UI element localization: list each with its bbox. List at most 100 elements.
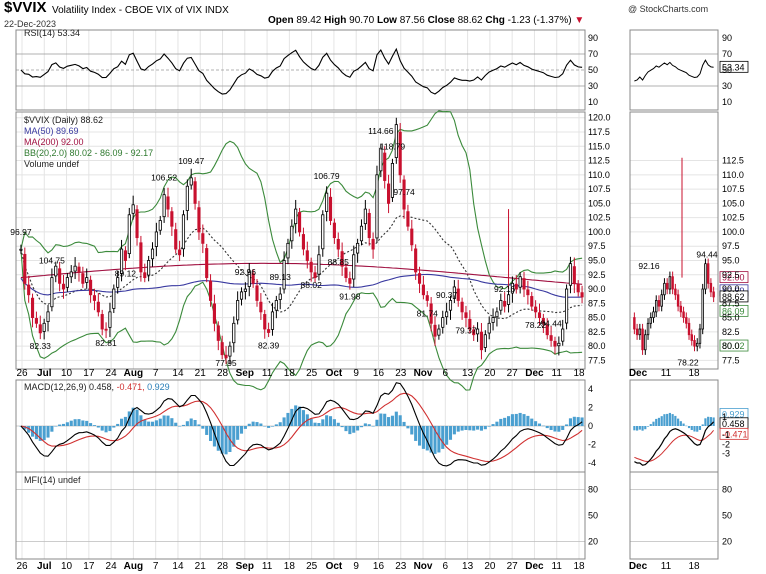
price-tag-box bbox=[719, 271, 749, 284]
x-tick-label: 25 bbox=[306, 368, 318, 379]
macd-hist-bar bbox=[491, 424, 495, 426]
rsi-tick-label: 50 bbox=[588, 65, 598, 75]
macd-hist-bar bbox=[429, 426, 433, 453]
zoom-x-tick-label: 11 bbox=[661, 368, 672, 379]
low-data-label: 88.02 bbox=[301, 280, 323, 290]
zoom-candle-body bbox=[646, 322, 650, 336]
macd-hist-bar bbox=[317, 422, 321, 426]
candle-body bbox=[236, 300, 240, 321]
candle-body bbox=[116, 277, 120, 288]
candle-body bbox=[154, 231, 158, 247]
x-tick-label: 9 bbox=[353, 368, 359, 379]
macd-hist-bar bbox=[96, 426, 100, 428]
zoom-x-tick-label: Dec bbox=[629, 368, 648, 379]
high-data-label: 106.79 bbox=[314, 171, 340, 181]
price-tick-label: 80.0 bbox=[588, 341, 606, 351]
macd-hist-bar bbox=[445, 426, 449, 445]
low-data-label: 77.95 bbox=[215, 358, 237, 368]
candle-body bbox=[425, 295, 429, 301]
macd-hist-bar bbox=[359, 426, 364, 428]
macd-tag-label: 0.929 bbox=[722, 409, 745, 419]
candle-body bbox=[371, 238, 375, 250]
x-tick-label: 14 bbox=[172, 368, 184, 379]
candle-body bbox=[452, 286, 456, 299]
candle-body bbox=[228, 345, 232, 357]
candle-body bbox=[69, 271, 73, 278]
candle-body bbox=[387, 183, 391, 204]
candle-body bbox=[483, 334, 487, 348]
zoom-price-tick-label: 80.0 bbox=[722, 341, 740, 351]
candle-body bbox=[212, 303, 216, 324]
candle-body bbox=[259, 301, 263, 313]
high-data-label: 92.16 bbox=[494, 284, 516, 294]
candle-body bbox=[189, 177, 193, 186]
macd-hist-bar bbox=[259, 423, 263, 426]
candle-body bbox=[580, 292, 584, 298]
x-tick-label-bottom: 16 bbox=[373, 561, 385, 572]
price-tick-label: 105.0 bbox=[588, 198, 611, 208]
zoom-candle-body bbox=[668, 276, 672, 290]
price-tick-label: 100.0 bbox=[588, 227, 611, 237]
macd-tick-label: 4 bbox=[588, 384, 593, 394]
macd-hist-bar bbox=[499, 418, 503, 426]
macd-hist-bar bbox=[503, 417, 507, 426]
candle-body bbox=[340, 251, 344, 267]
macd-signal-line bbox=[20, 392, 583, 463]
price-tick-label: 97.5 bbox=[588, 241, 606, 251]
candle-body bbox=[216, 325, 220, 341]
candle-body bbox=[383, 152, 387, 181]
low-data-label: 89.12 bbox=[115, 268, 137, 278]
macd-hist-bar bbox=[495, 421, 499, 426]
macd-hist-bar bbox=[193, 420, 197, 426]
zoom-x-tick-label-bottom: 11 bbox=[661, 561, 672, 572]
price-tick-label: 87.5 bbox=[588, 298, 606, 308]
macd-hist-bar bbox=[158, 418, 162, 426]
candle-body bbox=[112, 288, 116, 309]
candle-body bbox=[193, 181, 197, 204]
x-tick-label-bottom: 18 bbox=[573, 561, 585, 572]
candle-body bbox=[534, 306, 538, 313]
macd-hist-bar bbox=[530, 418, 534, 426]
candle-body bbox=[208, 280, 213, 301]
mfi-label: MFI(14) undef bbox=[24, 475, 81, 485]
x-tick-label-bottom: 17 bbox=[83, 561, 95, 572]
macd-hist-bar bbox=[340, 426, 344, 428]
chg-label: Chg bbox=[485, 15, 505, 26]
candle-body bbox=[460, 301, 464, 313]
x-tick-label-bottom: 24 bbox=[106, 561, 118, 572]
candle-body bbox=[108, 311, 112, 328]
candle-body bbox=[34, 318, 38, 324]
candle-body bbox=[514, 283, 518, 290]
macd-hist-bar bbox=[410, 426, 414, 435]
x-tick-label: 26 bbox=[16, 368, 28, 379]
candle-body bbox=[42, 322, 46, 332]
macd-tag-label: 0.458 bbox=[722, 419, 745, 429]
candle-body bbox=[270, 311, 275, 330]
x-tick-label-bottom: 28 bbox=[217, 561, 229, 572]
macd-hist-bar bbox=[390, 415, 394, 426]
zoom-candle-body bbox=[638, 328, 642, 336]
macd-value: MACD(12,26,9) 0.458, bbox=[24, 382, 115, 392]
macd-hist-bar bbox=[38, 426, 42, 441]
macd-hist-bar bbox=[526, 415, 530, 426]
candle-body bbox=[251, 273, 255, 284]
axis-layer: 2626JulJul101017172424AugAug771414212128… bbox=[16, 33, 744, 572]
zoom-candle-body bbox=[712, 291, 715, 298]
macd-hist-bar bbox=[23, 426, 27, 430]
zoom-candle-body bbox=[652, 311, 655, 318]
rsi-tick-label: 70 bbox=[588, 49, 598, 59]
candle-body bbox=[174, 229, 178, 250]
mfi-tick-label: 80 bbox=[588, 484, 598, 494]
zoom-macd-hist-bar bbox=[704, 418, 707, 426]
macd-hist-bar bbox=[216, 426, 220, 451]
x-tick-label-bottom: Oct bbox=[326, 561, 343, 572]
zoom-price-tick-label: 112.5 bbox=[722, 156, 744, 166]
low-data-label: 91.98 bbox=[339, 291, 361, 301]
candle-body bbox=[510, 282, 514, 294]
macd-hist-bar bbox=[27, 426, 31, 433]
macd-hist-bar bbox=[421, 426, 425, 449]
candle-body bbox=[456, 288, 460, 301]
close-label: Close bbox=[427, 15, 455, 26]
zoom-macd-hist-bar bbox=[666, 413, 669, 426]
macd-hist-bar bbox=[387, 417, 391, 426]
